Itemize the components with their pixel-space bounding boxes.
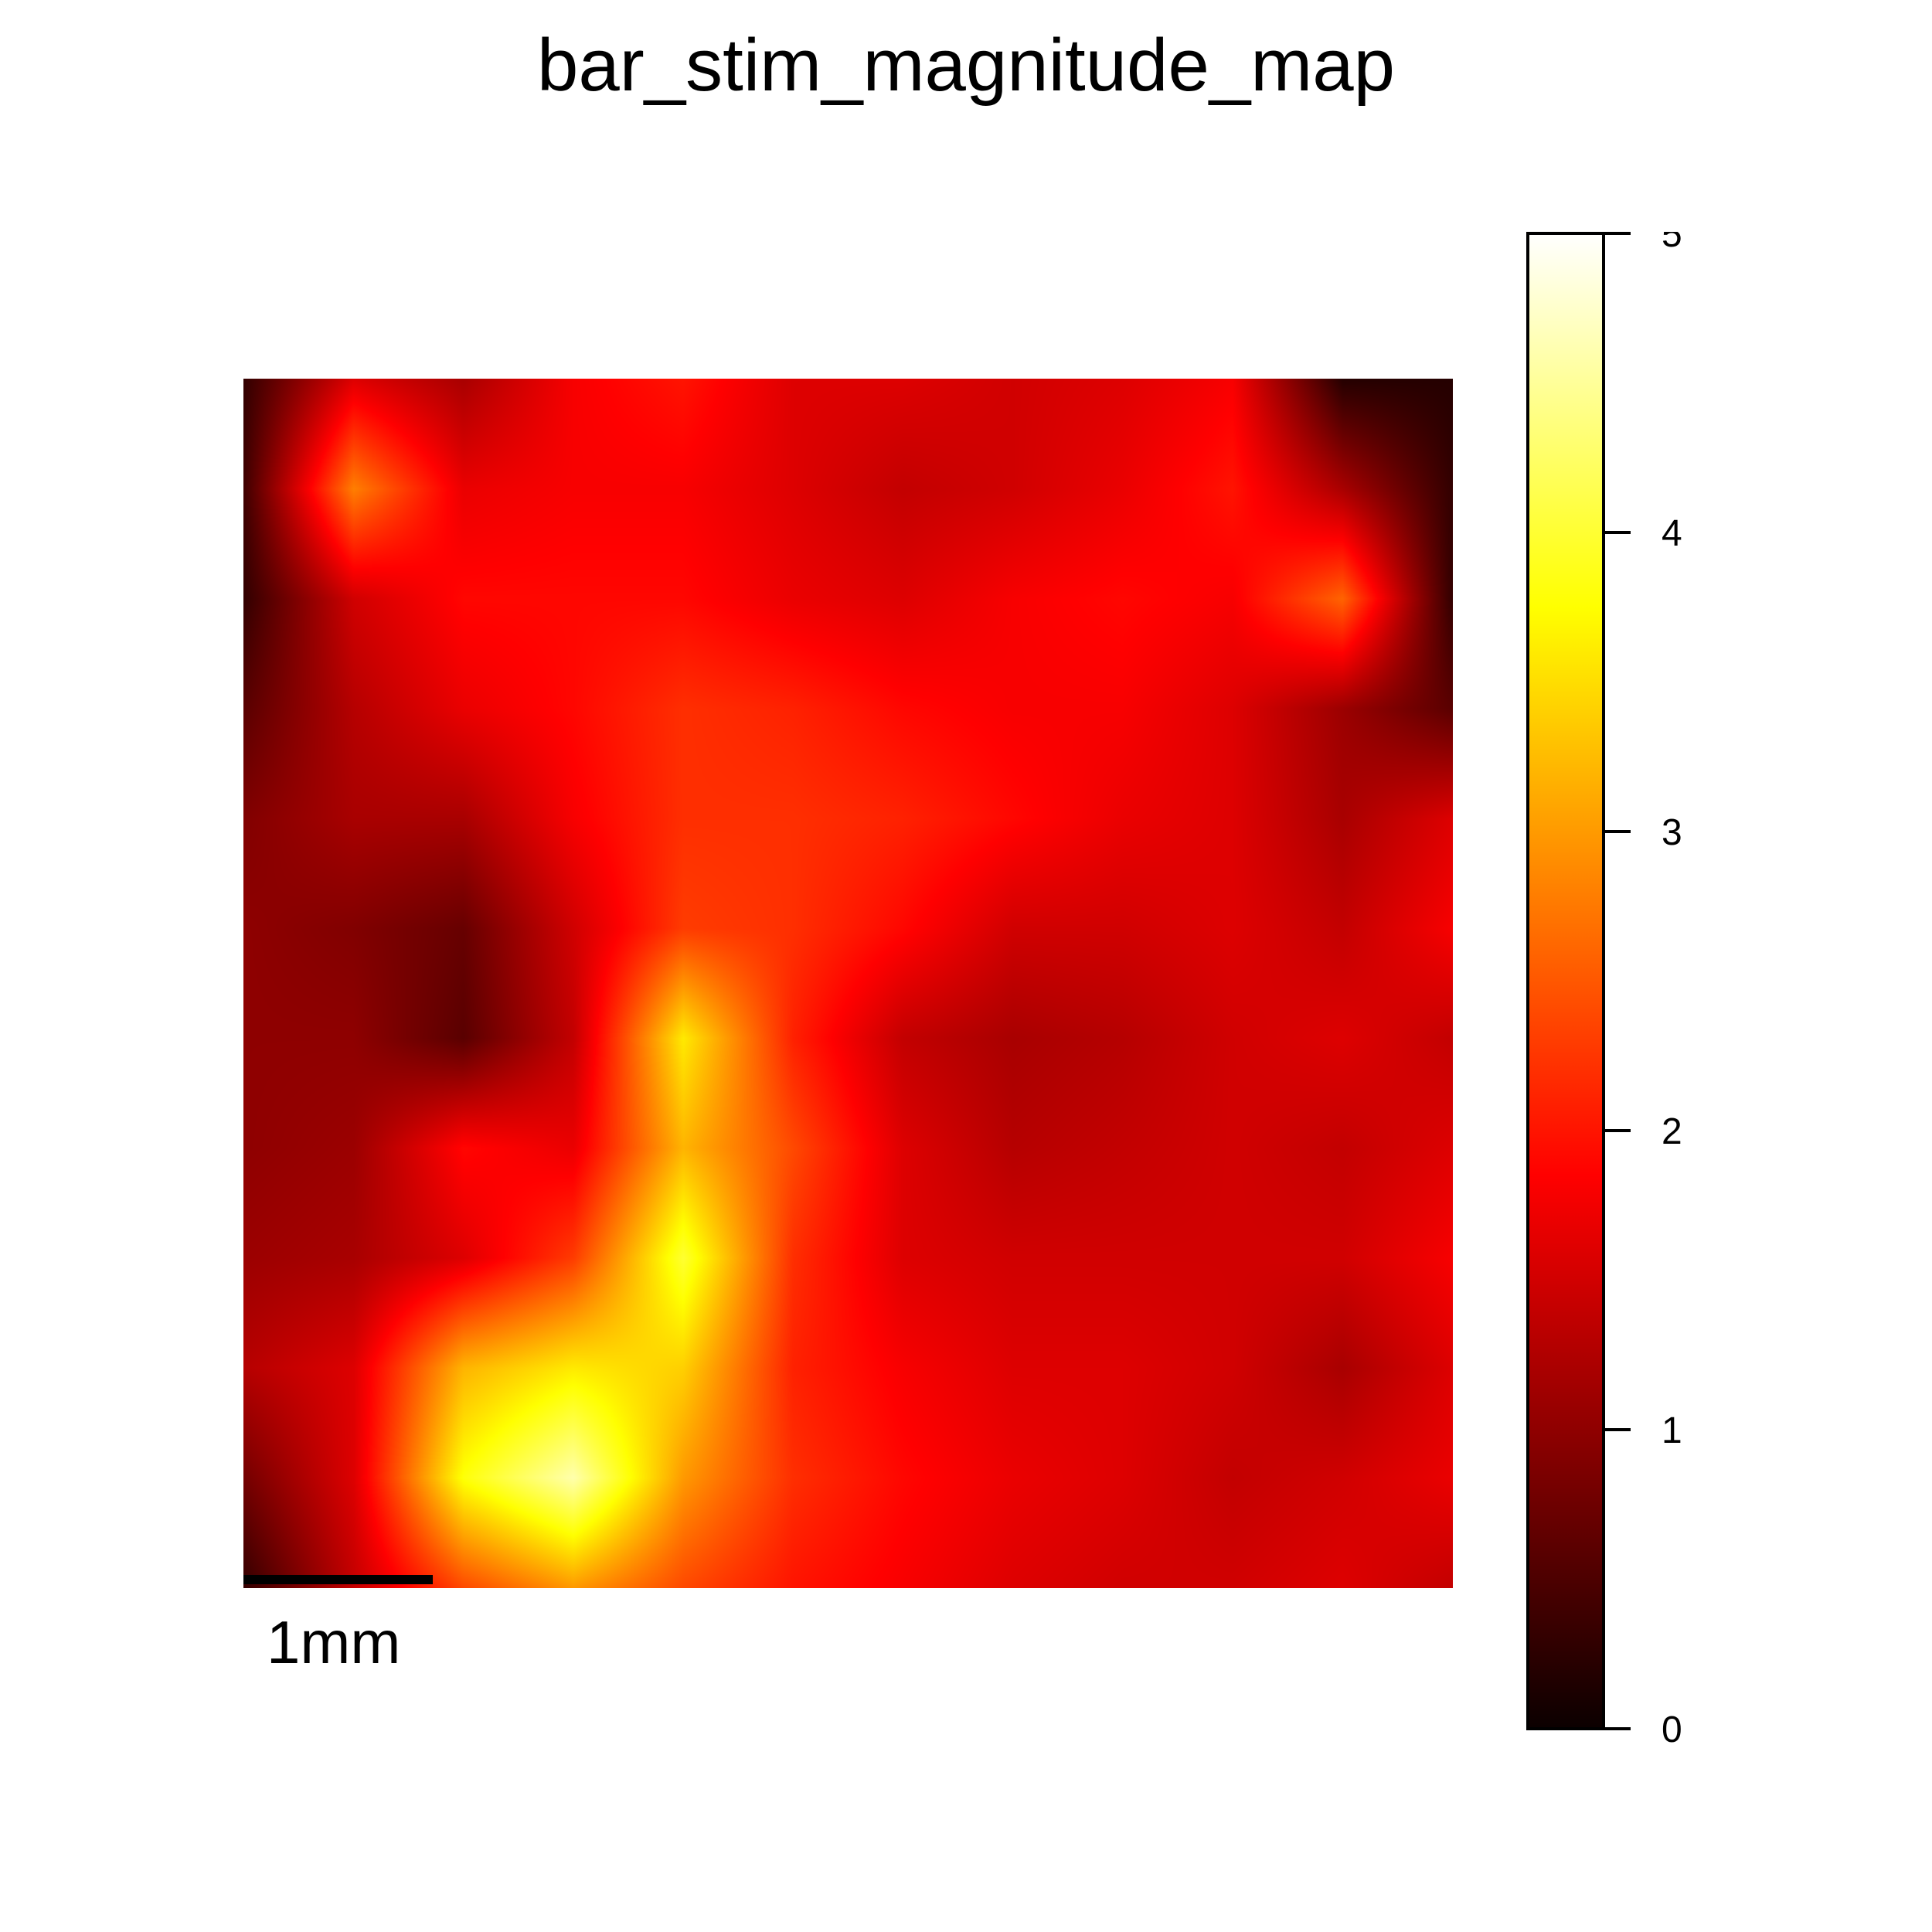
colorbar-tick-label: 0 <box>1662 1709 1682 1747</box>
colorbar: 0 1 2 3 4 5 <box>1526 214 1835 1750</box>
colorbar-tick-label: 3 <box>1662 812 1682 853</box>
colorbar-tick-label: 4 <box>1662 513 1682 554</box>
colorbar-tick-label: 2 <box>1662 1111 1682 1152</box>
colorbar-tick-label: 5 <box>1662 232 1682 255</box>
colorbar-ticks: 0 1 2 3 4 5 <box>1604 214 1682 1750</box>
colorbar-gradient <box>1526 232 1605 1730</box>
scale-bar-label: 1mm <box>267 1608 401 1676</box>
colorbar-tick-label: 1 <box>1662 1410 1682 1451</box>
colorbar-svg: 0 1 2 3 4 5 <box>1526 214 1682 1750</box>
chart-title: bar_stim_magnitude_map <box>537 24 1395 107</box>
scale-bar <box>243 1575 433 1584</box>
magnitude-heatmap <box>243 379 1453 1588</box>
